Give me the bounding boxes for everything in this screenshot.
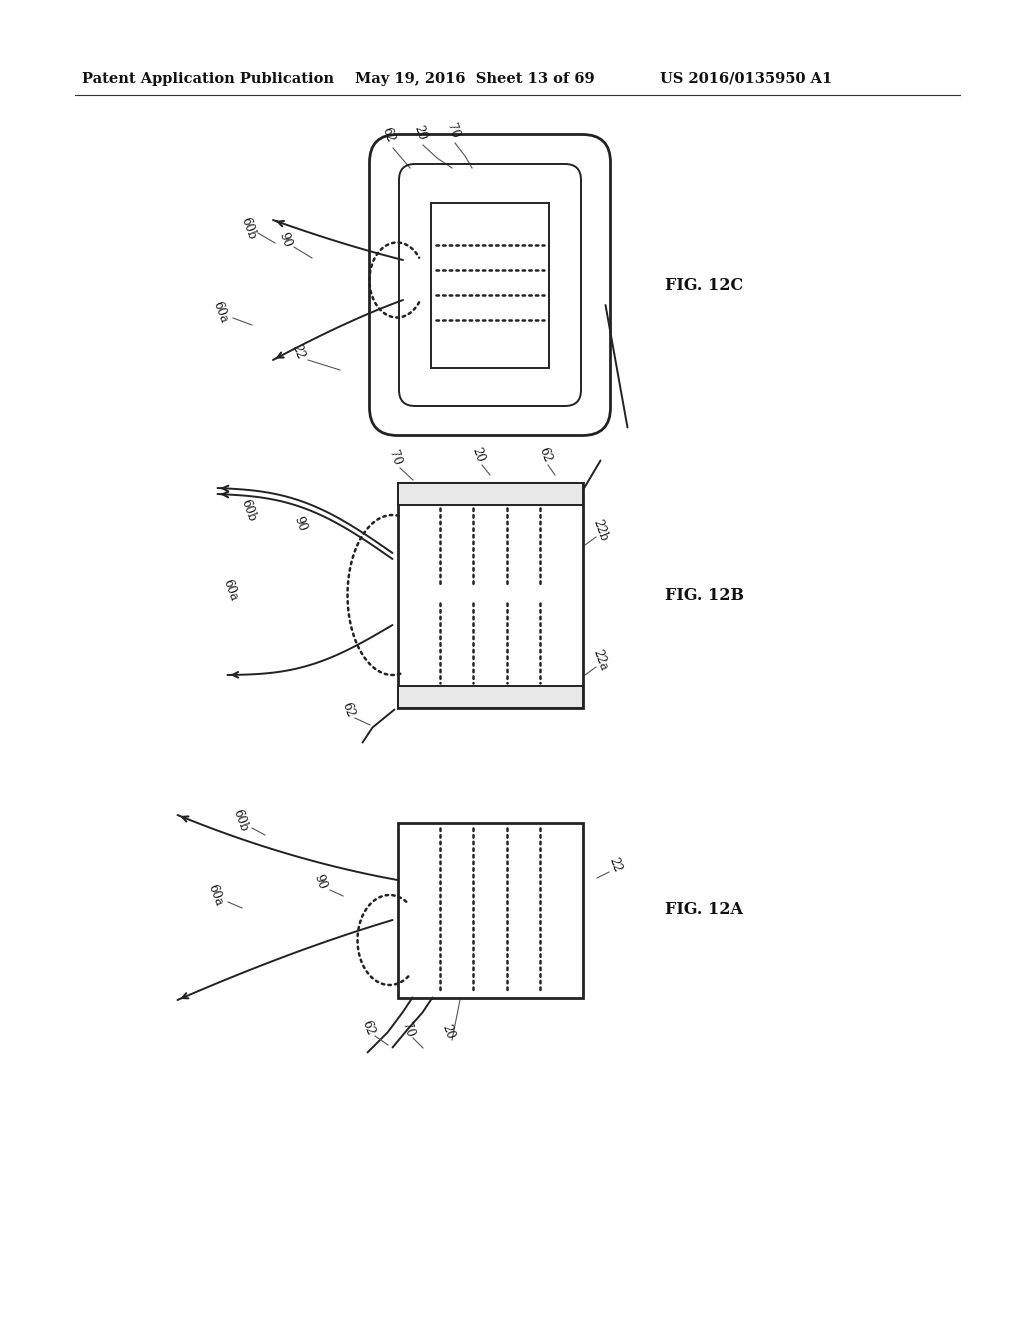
Text: 60a: 60a [205, 883, 225, 908]
Text: FIG. 12B: FIG. 12B [665, 586, 744, 603]
Text: 90: 90 [291, 515, 308, 533]
Text: 20: 20 [412, 124, 429, 143]
Text: May 19, 2016  Sheet 13 of 69: May 19, 2016 Sheet 13 of 69 [355, 73, 595, 86]
Text: 62: 62 [359, 1019, 377, 1038]
Bar [397, 822, 583, 998]
Text: 90: 90 [311, 873, 329, 891]
Text: 22a: 22a [590, 648, 610, 672]
Text: 60a: 60a [210, 300, 229, 325]
Text: 70: 70 [386, 449, 403, 467]
Text: 62: 62 [379, 125, 396, 144]
Text: 22: 22 [606, 855, 624, 874]
Bar [431, 202, 549, 367]
Text: 60b: 60b [238, 215, 258, 240]
Text: FIG. 12C: FIG. 12C [665, 276, 743, 293]
Text: 20: 20 [469, 446, 486, 465]
Text: 70: 70 [444, 121, 462, 140]
Text: 60b: 60b [238, 498, 258, 523]
Bar [397, 685, 583, 708]
Bar [397, 483, 583, 708]
Text: 90: 90 [276, 231, 294, 249]
Text: 22b: 22b [590, 517, 610, 543]
Text: 20: 20 [439, 1023, 457, 1041]
Text: 70: 70 [399, 1020, 417, 1039]
Bar [397, 483, 583, 504]
Text: Patent Application Publication: Patent Application Publication [82, 73, 334, 86]
Text: US 2016/0135950 A1: US 2016/0135950 A1 [660, 73, 833, 86]
Text: 60b: 60b [230, 807, 250, 833]
Text: 22: 22 [290, 343, 306, 362]
Text: 62: 62 [537, 446, 554, 465]
Text: FIG. 12A: FIG. 12A [665, 902, 743, 919]
Text: 62: 62 [339, 701, 356, 719]
Text: 60a: 60a [220, 577, 240, 602]
